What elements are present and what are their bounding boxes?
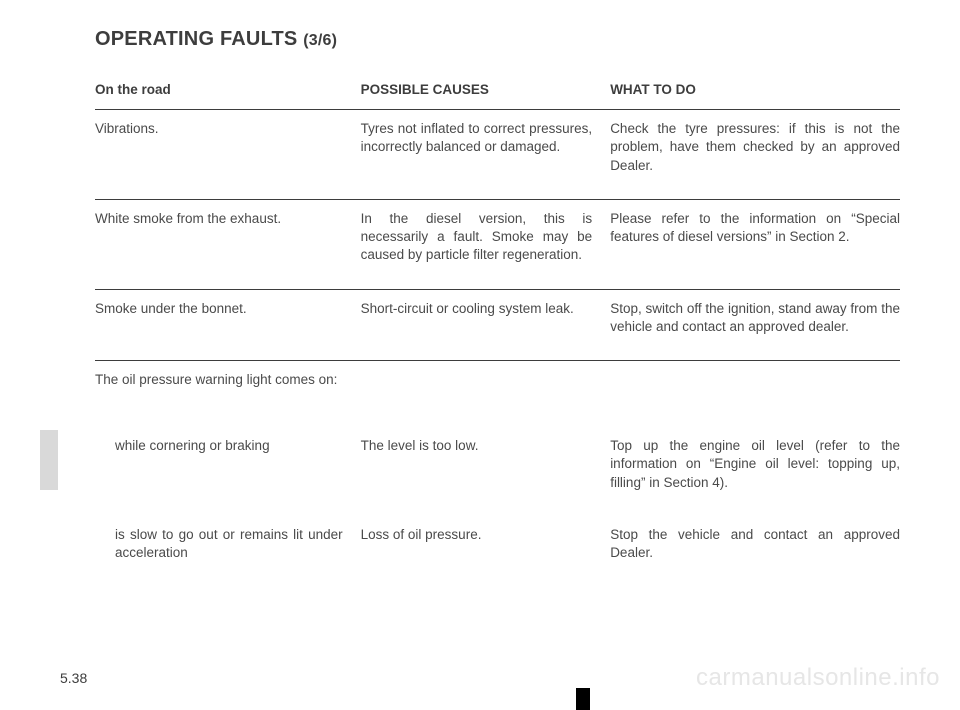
cell-cause bbox=[361, 361, 611, 413]
title-part: (3/6) bbox=[303, 32, 337, 49]
cell-symptom: The oil pressure warning light comes on: bbox=[95, 361, 361, 413]
cell-symptom: White smoke from the exhaust. bbox=[95, 200, 361, 289]
table-row: Smoke under the bonnet. Short-circuit or… bbox=[95, 290, 900, 361]
table-row: Vibrations. Tyres not inflated to correc… bbox=[95, 110, 900, 199]
cell-cause: Short-circuit or cooling system leak. bbox=[361, 290, 611, 361]
cell-cause: The level is too low. bbox=[361, 427, 611, 516]
header-action: WHAT TO DO bbox=[610, 75, 900, 110]
table-row: The oil pressure warning light comes on: bbox=[95, 361, 900, 413]
spacer bbox=[95, 413, 900, 427]
cell-action: Stop, switch off the ignition, stand awa… bbox=[610, 290, 900, 361]
cell-action: Stop the vehicle and contact an approved… bbox=[610, 516, 900, 586]
cell-action: Please refer to the information on “Spec… bbox=[610, 200, 900, 289]
cell-cause: Tyres not inflated to correct pressures,… bbox=[361, 110, 611, 199]
faults-table: On the road POSSIBLE CAUSES WHAT TO DO V… bbox=[95, 75, 900, 586]
side-tab-marker bbox=[40, 430, 58, 490]
table-row: is slow to go out or remains lit under a… bbox=[95, 516, 900, 586]
page-title: OPERATING FAULTS (3/6) bbox=[95, 28, 900, 51]
header-symptom: On the road bbox=[95, 75, 361, 110]
page-number: 5.38 bbox=[60, 670, 87, 686]
cell-action: Check the tyre pressures: if this is not… bbox=[610, 110, 900, 199]
cell-cause: In the diesel version, this is necessari… bbox=[361, 200, 611, 289]
cell-cause: Loss of oil pressure. bbox=[361, 516, 611, 586]
table-row: White smoke from the exhaust. In the die… bbox=[95, 200, 900, 289]
cell-action bbox=[610, 361, 900, 413]
cell-symptom: is slow to go out or remains lit under a… bbox=[95, 516, 361, 586]
cell-symptom: while cornering or braking bbox=[95, 427, 361, 516]
manual-page: OPERATING FAULTS (3/6) On the road POSSI… bbox=[0, 0, 960, 710]
cell-action: Top up the engine oil level (refer to th… bbox=[610, 427, 900, 516]
cell-symptom: Vibrations. bbox=[95, 110, 361, 199]
table-header-row: On the road POSSIBLE CAUSES WHAT TO DO bbox=[95, 75, 900, 110]
title-main: OPERATING FAULTS bbox=[95, 28, 297, 50]
header-cause: POSSIBLE CAUSES bbox=[361, 75, 611, 110]
cell-symptom: Smoke under the bonnet. bbox=[95, 290, 361, 361]
watermark: carmanualsonline.info bbox=[696, 664, 940, 692]
table-row: while cornering or braking The level is … bbox=[95, 427, 900, 516]
bottom-tab-marker bbox=[576, 688, 590, 710]
